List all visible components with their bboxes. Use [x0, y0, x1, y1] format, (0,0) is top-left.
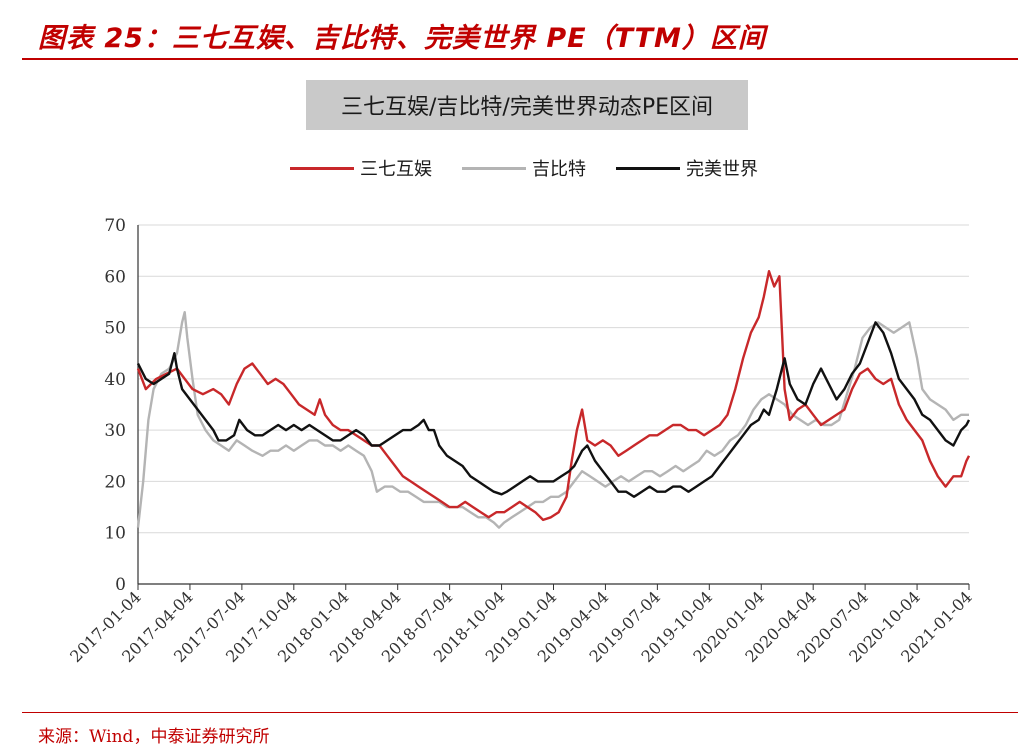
series-line-jibite [136, 311, 969, 529]
y-tick-label: 50 [104, 319, 126, 339]
legend-swatch-jibite [462, 166, 526, 170]
y-tick-label: 10 [104, 524, 126, 544]
legend-item-jibite: 吉比特 [462, 155, 586, 181]
pe-line-chart: 0102030405060702017-01-042017-04-042017-… [66, 216, 976, 666]
legend-swatch-wanmei [616, 166, 680, 170]
source-note: 来源：Wind，中泰证券研究所 [38, 727, 270, 747]
legend-label-jibite: 吉比特 [532, 159, 586, 180]
series-line-sanqi [136, 270, 971, 522]
y-tick-label: 40 [104, 370, 126, 390]
footer-divider [22, 712, 1018, 713]
figure-header: 图表 25：三七互娱、吉比特、完美世界 PE（TTM）区间 [0, 0, 1029, 62]
legend-label-sanqi: 三七互娱 [360, 159, 432, 180]
figure-title: 图表 25：三七互娱、吉比特、完美世界 PE（TTM）区间 [38, 23, 766, 54]
chart-title: 三七互娱/吉比特/完美世界动态PE区间 [341, 95, 713, 120]
legend-label-wanmei: 完美世界 [686, 159, 758, 180]
legend-item-sanqi: 三七互娱 [290, 155, 432, 181]
y-tick-label: 70 [104, 216, 126, 236]
y-tick-label: 60 [104, 267, 126, 287]
y-tick-label: 0 [115, 575, 126, 595]
series-line-wanmei [136, 321, 971, 498]
y-tick-label: 20 [104, 472, 126, 492]
y-tick-label: 30 [104, 421, 126, 441]
chart-legend: 三七互娱 吉比特 完美世界 [290, 152, 788, 184]
legend-swatch-sanqi [290, 166, 354, 170]
chart-title-box: 三七互娱/吉比特/完美世界动态PE区间 [306, 80, 748, 130]
title-divider [22, 58, 1018, 60]
legend-item-wanmei: 完美世界 [616, 155, 758, 181]
